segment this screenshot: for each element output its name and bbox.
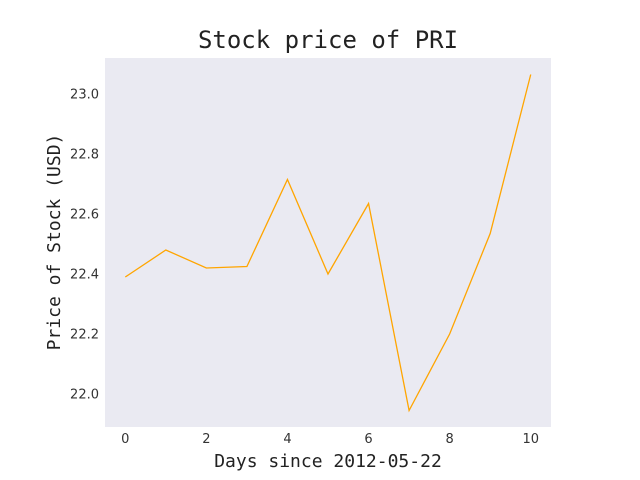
plot-area-background <box>105 58 551 427</box>
series-layer <box>124 74 532 413</box>
y-axis-label: Price of Stock (USD) <box>44 134 65 351</box>
x-axis-label: Days since 2012-05-22 <box>214 451 442 472</box>
x-axis-ticks: 0 2 4 6 8 10 <box>121 432 539 447</box>
y-tick-label: 22.6 <box>70 208 99 223</box>
x-tick-label: 4 <box>283 432 291 447</box>
x-tick-label: 8 <box>445 432 453 447</box>
x-tick-label: 0 <box>121 432 129 447</box>
y-tick-label: 22.2 <box>70 328 99 343</box>
x-tick-label: 10 <box>522 432 539 447</box>
series-line-0 <box>124 74 532 413</box>
y-tick-label: 22.8 <box>70 148 99 163</box>
x-tick-label: 6 <box>364 432 372 447</box>
chart-title: Stock price of PRI <box>198 26 458 54</box>
y-tick-label: 23.0 <box>70 88 99 103</box>
y-tick-label: 22.0 <box>70 388 99 403</box>
y-axis-ticks: 22.0 22.2 22.4 22.6 22.8 23.0 <box>70 88 99 403</box>
y-tick-label: 22.4 <box>70 268 99 283</box>
x-tick-label: 2 <box>202 432 210 447</box>
